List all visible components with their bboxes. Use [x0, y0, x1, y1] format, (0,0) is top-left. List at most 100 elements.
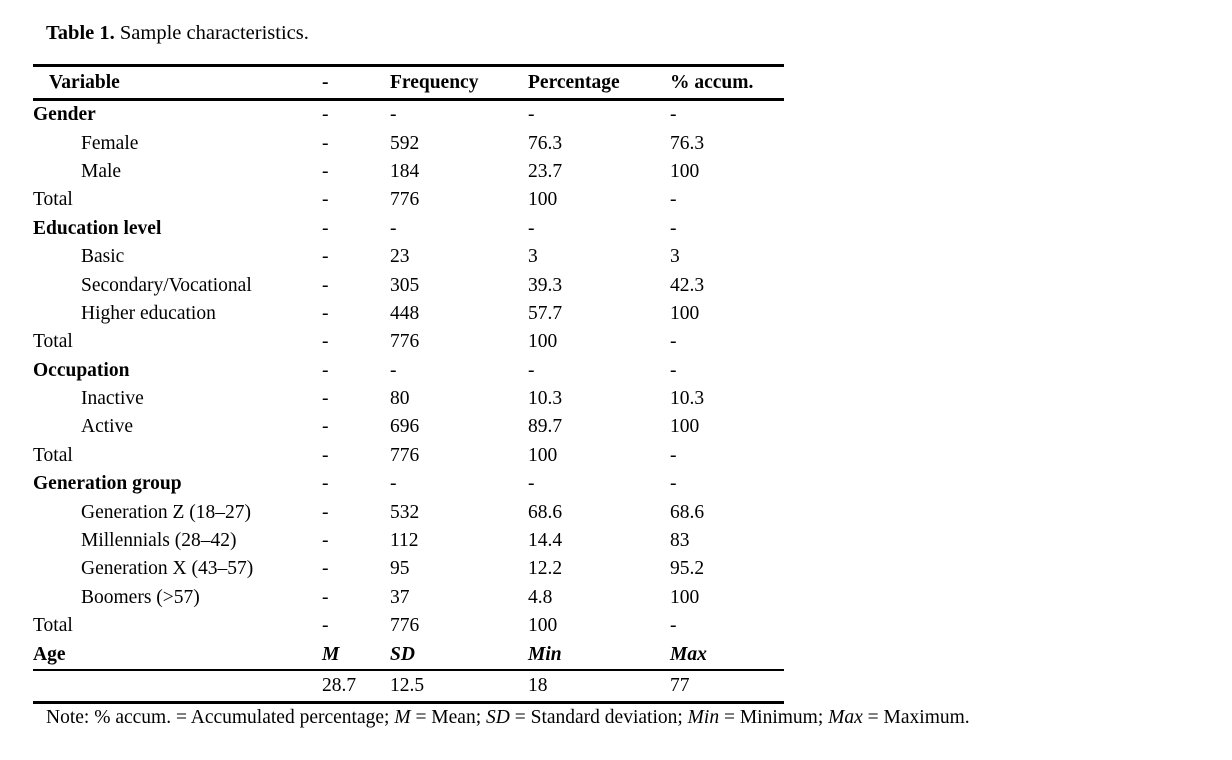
value-cell: 57.7 [528, 302, 563, 324]
variable-cell: Female [81, 132, 139, 154]
table-caption: Table 1. Sample characteristics. [46, 22, 309, 45]
value-cell: 77 [670, 669, 784, 704]
table-row: Secondary/Vocational - 305 39.3 42.3 [33, 271, 784, 299]
value-cell: 100 [528, 331, 558, 353]
note-text: = Maximum. [862, 707, 970, 728]
value-cell: - [322, 558, 329, 580]
value-cell: 100 [670, 302, 700, 324]
value-cell: - [322, 189, 329, 211]
table-row: Female - 592 76.3 76.3 [33, 129, 784, 157]
value-cell: 10.3 [528, 388, 563, 410]
value-cell: - [670, 444, 677, 466]
variable-cell: Total [33, 331, 73, 353]
value-cell: 95.2 [670, 558, 705, 580]
table-row: Total - 776 100 - [33, 186, 784, 214]
value-cell: - [322, 132, 329, 154]
value-cell: 89.7 [528, 416, 563, 438]
value-cell: 100 [528, 615, 558, 637]
value-cell: - [322, 104, 329, 126]
value-cell: 23 [390, 246, 410, 268]
variable-cell: Male [81, 160, 122, 182]
value-cell: 776 [390, 331, 420, 353]
value-cell: 696 [390, 416, 420, 438]
value-cell: 776 [390, 189, 420, 211]
table-header: Variable - Frequency Percentage % accum. [33, 64, 784, 101]
variable-cell: Generation X (43–57) [81, 558, 254, 580]
note-text: Note: % accum. = Accumulated percentage; [46, 707, 395, 728]
value-cell: 12.2 [528, 558, 563, 580]
column-header-frequency: Frequency [390, 64, 528, 101]
value-cell: - [322, 530, 329, 552]
value-cell: - [322, 473, 329, 495]
value-cell: 12.5 [390, 669, 528, 704]
column-header-variable: Variable [33, 64, 322, 101]
value-cell: 305 [390, 274, 420, 296]
table-row: Inactive - 80 10.3 10.3 [33, 385, 784, 413]
table-caption-number: Table 1. [46, 22, 115, 44]
value-cell: 23.7 [528, 160, 563, 182]
value-cell: - [390, 104, 397, 126]
value-cell: - [390, 217, 397, 239]
value-cell: - [528, 104, 535, 126]
table-row: Total - 776 100 - [33, 328, 784, 356]
value-cell: - [322, 416, 329, 438]
value-cell: - [322, 615, 329, 637]
value-cell: - [528, 359, 535, 381]
table-body: Gender - - - - Female - 592 76.3 76.3 Male - 184 23.7… [33, 100, 784, 704]
header-row: Variable - Frequency Percentage % accum. [33, 64, 784, 101]
value-cell: 14.4 [528, 530, 563, 552]
variable-cell: Total [33, 615, 73, 637]
value-cell: - [322, 388, 329, 410]
value-cell: - [322, 586, 329, 608]
table-row: Generation X (43–57) - 95 12.2 95.2 [33, 555, 784, 583]
note-text: = Standard deviation; [509, 707, 688, 728]
variable-cell: Generation Z (18–27) [81, 501, 252, 523]
value-cell: - [670, 331, 677, 353]
value-cell: 4.8 [528, 586, 553, 608]
value-cell: 80 [390, 388, 410, 410]
value-cell: - [322, 246, 329, 268]
note-term-italic: Min [687, 707, 720, 728]
value-cell: 68.6 [528, 501, 563, 523]
variable-cell: Higher education [81, 302, 216, 324]
value-cell: - [528, 473, 535, 495]
note-term-italic: SD [486, 707, 510, 728]
table-row: Male - 184 23.7 100 [33, 158, 784, 186]
value-cell: - [322, 160, 329, 182]
value-cell: 100 [528, 444, 558, 466]
value-cell: - [322, 331, 329, 353]
table-row: Total - 776 100 - [33, 612, 784, 640]
value-cell: 448 [390, 302, 420, 324]
value-cell: - [322, 501, 329, 523]
variable-cell: Gender [33, 104, 96, 126]
value-cell: - [670, 359, 677, 381]
note-text: = Minimum; [719, 707, 829, 728]
table-row: Basic - 23 3 3 [33, 243, 784, 271]
value-cell: 100 [670, 586, 700, 608]
value-cell: - [670, 473, 677, 495]
value-cell: M [322, 640, 390, 671]
value-cell: - [322, 444, 329, 466]
value-cell: SD [390, 640, 528, 671]
table-row: Occupation - - - - [33, 357, 784, 385]
value-cell: 37 [390, 586, 410, 608]
table-row: Active - 696 89.7 100 [33, 413, 784, 441]
column-header-percentage: Percentage [528, 64, 670, 101]
column-header-dash: - [322, 64, 390, 101]
value-cell: 592 [390, 132, 420, 154]
value-cell: - [322, 302, 329, 324]
variable-cell: Millennials (28–42) [81, 530, 237, 552]
value-cell: 112 [390, 530, 419, 552]
variable-cell: Generation group [33, 473, 182, 495]
variable-cell: Age [33, 640, 322, 671]
value-cell: 83 [670, 530, 690, 552]
value-cell: 39.3 [528, 274, 563, 296]
value-cell: Min [528, 640, 670, 671]
value-cell: 28.7 [322, 669, 390, 704]
variable-cell: Basic [81, 246, 125, 268]
table-row: Gender - - - - [33, 100, 784, 130]
value-cell: - [322, 274, 329, 296]
variable-cell: Education level [33, 217, 162, 239]
variable-cell: Secondary/Vocational [81, 274, 252, 296]
